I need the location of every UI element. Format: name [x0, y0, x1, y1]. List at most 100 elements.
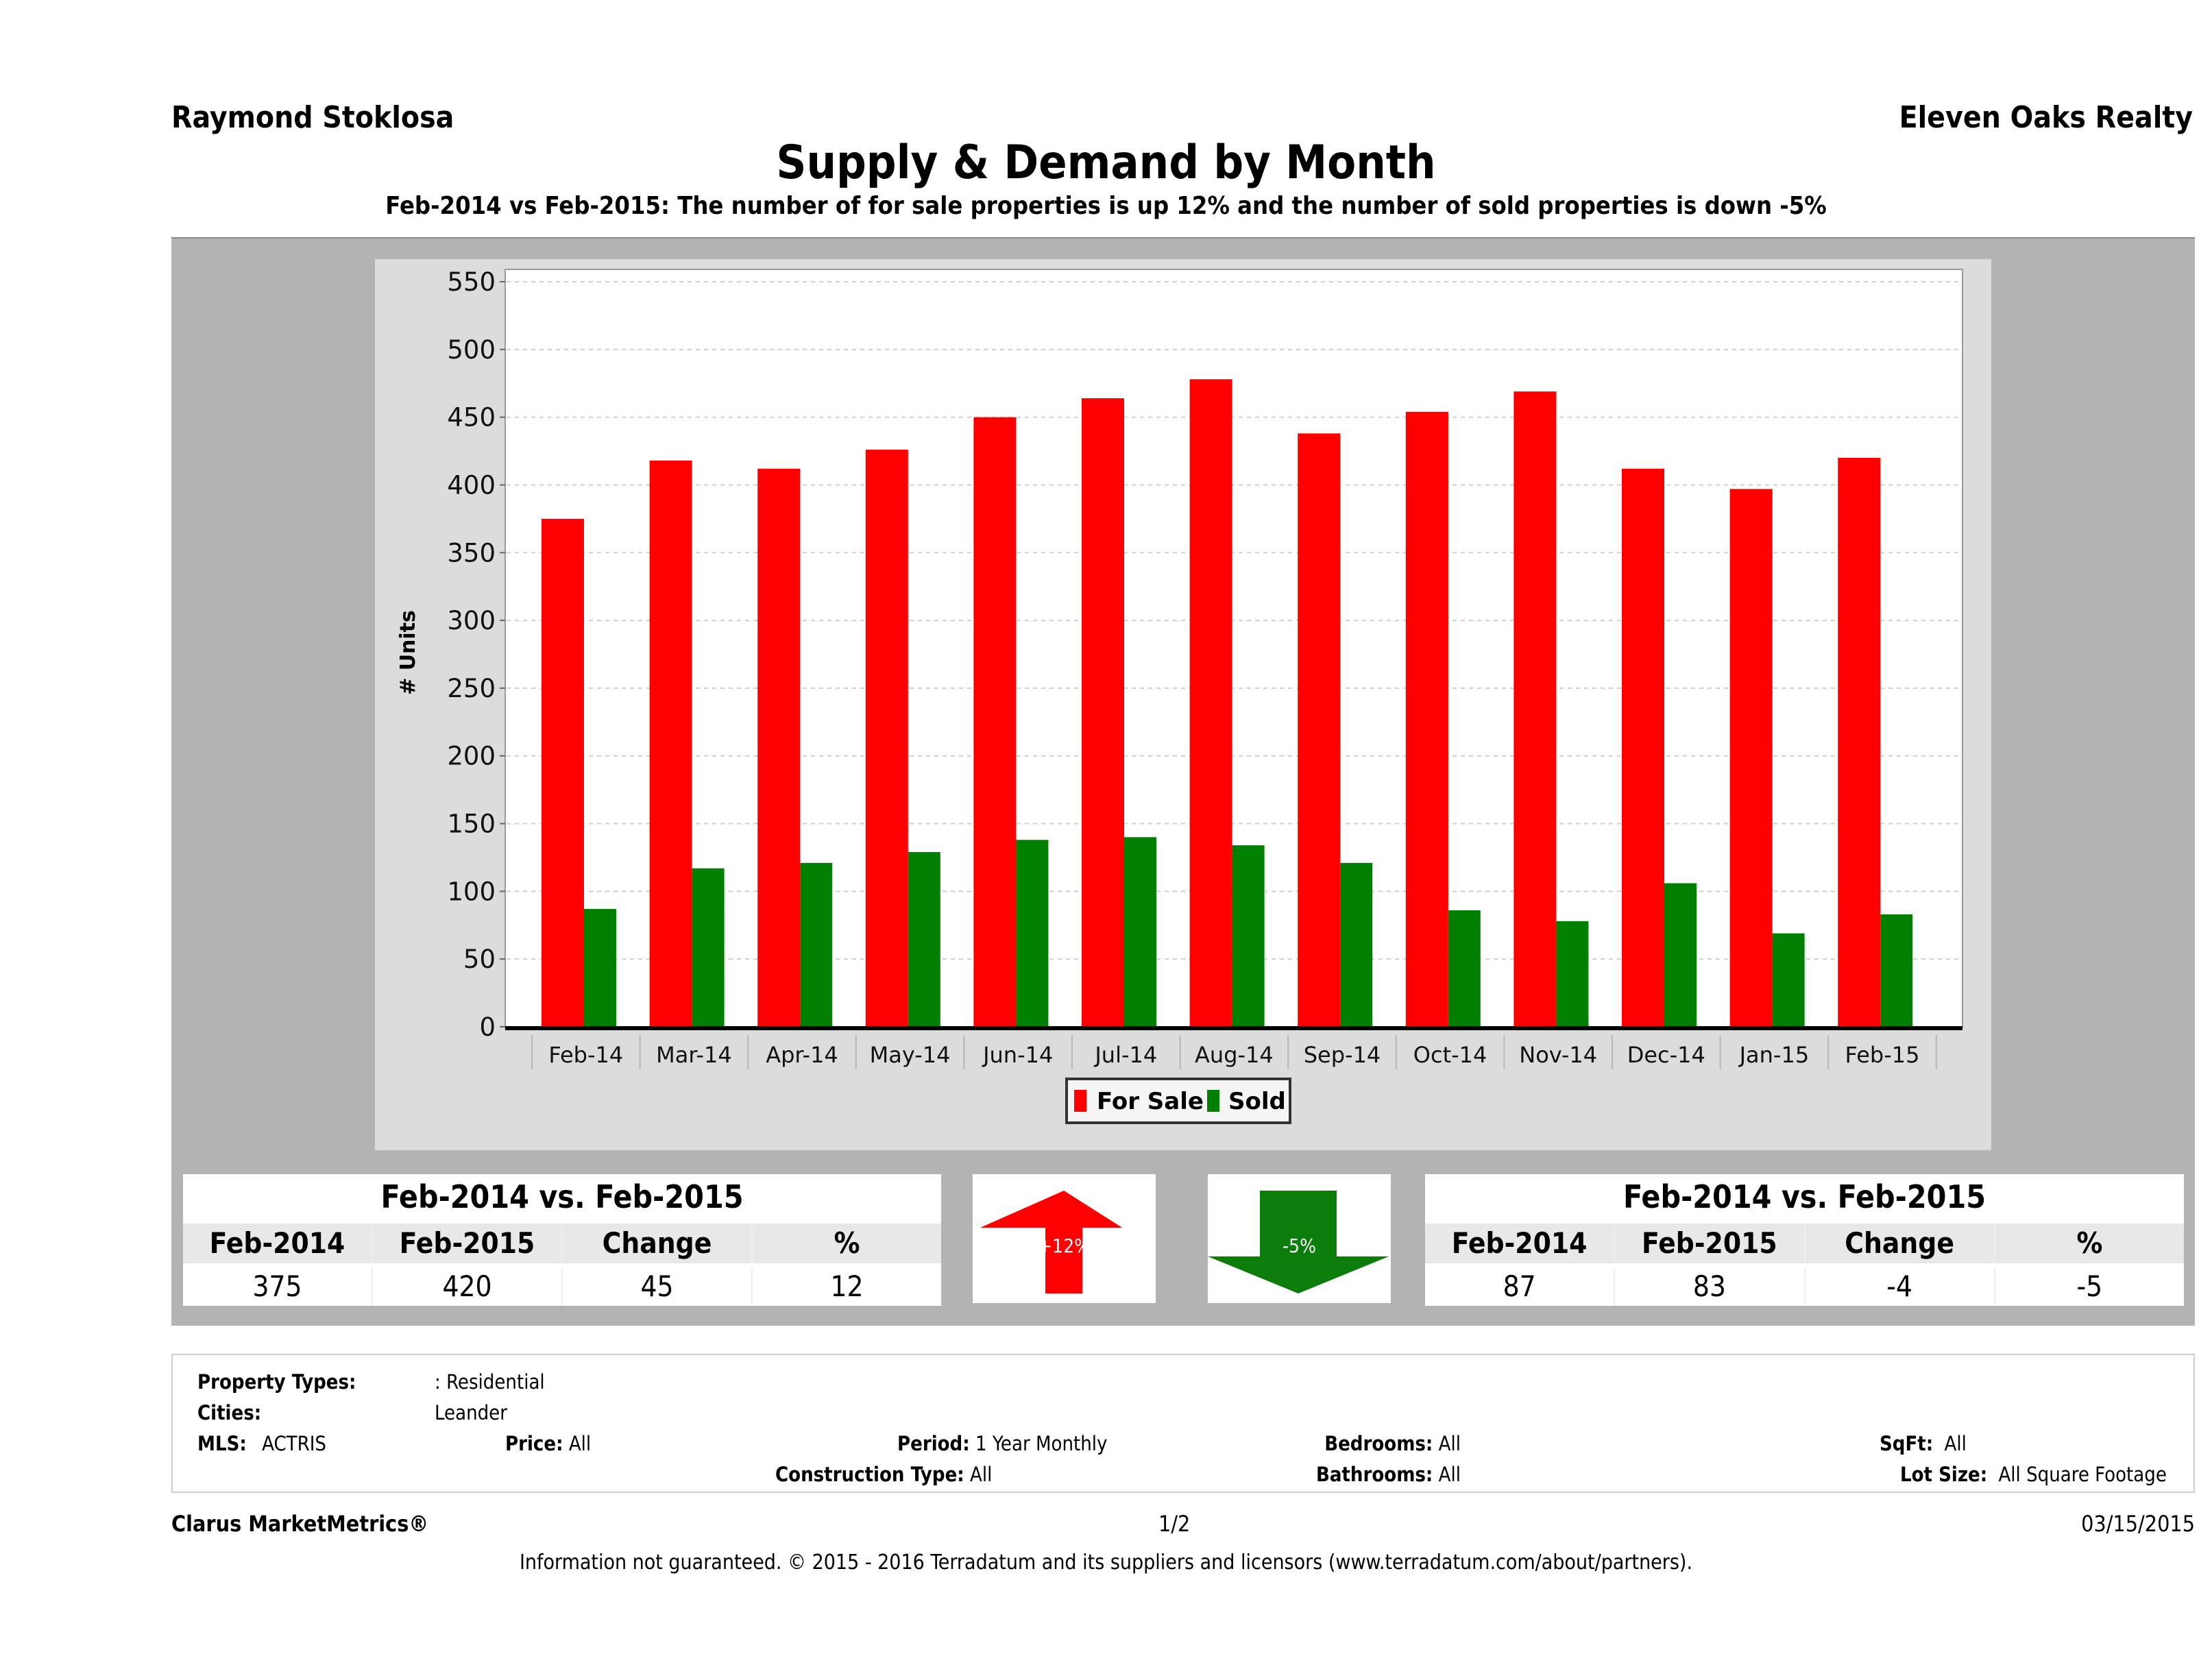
bar-for-sale [1514, 391, 1557, 1027]
footer-brand: Clarus MarketMetrics® [171, 1511, 429, 1537]
sold-comparison-table: Feb-2014 vs. Feb-2015 Feb-2014 Feb-2015 … [1425, 1174, 2184, 1306]
value-cell: 87 [1425, 1267, 1616, 1306]
bar-sold [1556, 921, 1589, 1027]
disclaimer: Information not guaranteed. © 2015 - 201… [519, 1551, 1693, 1574]
bar-for-sale [1082, 398, 1124, 1027]
criteria-value: 1 Year Monthly [975, 1432, 1108, 1455]
y-tick-label: 250 [447, 674, 496, 703]
for-sale-comparison-values: 375 420 45 12 [183, 1267, 941, 1306]
value-cell: 375 [183, 1267, 373, 1306]
bar-for-sale [1729, 489, 1773, 1027]
criteria-value: All [1944, 1432, 1967, 1455]
x-tick-label: Feb-14 [548, 1042, 623, 1068]
x-tick-label: Dec-14 [1627, 1042, 1705, 1068]
bar-sold [1772, 933, 1805, 1027]
legend-box [1065, 1078, 1291, 1124]
bar-sold [1448, 910, 1481, 1027]
y-tick-label: 500 [447, 335, 496, 365]
criteria-price: Price: All [505, 1432, 591, 1455]
bar-sold [1340, 862, 1373, 1027]
legend-label-for-sale: For Sale [1097, 1088, 1204, 1115]
for-sale-comparison-header: Feb-2014 Feb-2015 Change % [183, 1224, 941, 1263]
legend-label-sold: Sold [1228, 1088, 1286, 1115]
bar-for-sale [973, 417, 1017, 1027]
sold-change-label: -5% [1282, 1235, 1317, 1257]
x-tick-label: Nov-14 [1519, 1042, 1597, 1068]
value-cell: 83 [1615, 1267, 1806, 1306]
x-tick-label: Apr-14 [766, 1042, 838, 1068]
x-axis-ticks: Feb-14 Mar-14 Apr-14 May-14 Jun-14 Jul-14 Aug-… [531, 1035, 1937, 1069]
criteria-mls: MLS: ACTRIS [197, 1432, 326, 1455]
criteria-value: : Residential [435, 1370, 545, 1394]
value-cell: -5 [2076, 1269, 2103, 1303]
criteria-value: All [1438, 1432, 1461, 1455]
sold-change-indicator: -5% [1208, 1174, 1391, 1303]
x-tick-label: Mar-14 [656, 1042, 732, 1068]
value-cell: -4 [1806, 1267, 1995, 1306]
legend-swatch-for-sale [1074, 1090, 1086, 1112]
sold-comparison-header: Feb-2014 Feb-2015 Change % [1425, 1224, 2184, 1263]
header-cell: % [2076, 1226, 2103, 1260]
bar-sold [908, 852, 940, 1027]
bar-chart: 0 50 100 150 200 250 300 350 400 450 500 550 Feb-14… [396, 267, 1963, 1124]
value-cell: 45 [563, 1267, 753, 1306]
header-cell: % [834, 1226, 860, 1260]
criteria-cities: Cities: [197, 1401, 261, 1424]
report-date: 03/15/2015 [2081, 1511, 2195, 1537]
bar-sold [692, 868, 725, 1027]
y-tick-label: 400 [447, 470, 496, 500]
arrow-up-icon [980, 1191, 1122, 1293]
x-tick-label: May-14 [870, 1042, 951, 1068]
y-tick-label: 200 [447, 742, 496, 771]
chart-subtitle: Feb-2014 vs Feb-2015: The number of for … [385, 192, 1827, 220]
y-tick-label: 350 [447, 538, 496, 568]
x-tick-label: Feb-15 [1845, 1042, 1920, 1068]
bar-for-sale [1838, 457, 1881, 1027]
criteria-label: Price: [505, 1432, 563, 1455]
criteria-label: Cities: [197, 1401, 262, 1424]
bar-sold [1016, 840, 1049, 1027]
header-cell: Feb-2015 [1615, 1224, 1806, 1263]
for-sale-comparison-table: Feb-2014 vs. Feb-2015 Feb-2014 Feb-2015 … [183, 1174, 941, 1306]
for-sale-change-label: +12% [1037, 1235, 1091, 1257]
brokerage-name: Eleven Oaks Realty [1899, 100, 2193, 135]
sold-comparison-title: Feb-2014 vs. Feb-2015 [1622, 1178, 1986, 1215]
bar-sold [1124, 837, 1156, 1027]
x-tick-label: Oct-14 [1413, 1042, 1487, 1068]
bar-for-sale [542, 518, 584, 1027]
criteria-label: SqFt: [1880, 1432, 1934, 1455]
criteria-value: Leander [435, 1401, 507, 1424]
bar-for-sale [1189, 379, 1232, 1027]
x-tick-label: Jul-14 [1093, 1042, 1157, 1068]
value-cell: 420 [373, 1267, 563, 1306]
y-tick-label: 550 [447, 267, 496, 297]
x-tick-label: Jun-14 [982, 1042, 1053, 1068]
criteria-label: Property Types: [197, 1370, 356, 1394]
y-tick-label: 50 [463, 945, 496, 974]
bar-for-sale [1622, 468, 1664, 1027]
bar-sold [800, 862, 833, 1027]
header-cell: Change [563, 1224, 753, 1263]
criteria-value: All [568, 1432, 592, 1455]
y-tick-label: 100 [447, 877, 496, 906]
y-axis-ticks: 0 50 100 150 200 250 300 350 400 450 500 550 [447, 267, 505, 1042]
x-tick-label: Sep-14 [1304, 1042, 1381, 1068]
x-tick-label: Aug-14 [1195, 1042, 1274, 1068]
header-cell: Feb-2014 [183, 1224, 373, 1263]
legend-swatch-sold [1207, 1090, 1219, 1112]
bar-sold [1880, 914, 1913, 1027]
y-axis-label: # Units [396, 610, 420, 695]
criteria-value: All [970, 1463, 993, 1486]
y-tick-label: 450 [447, 403, 496, 433]
criteria-label: Bedrooms: [1324, 1432, 1433, 1455]
bar-for-sale [1405, 411, 1448, 1027]
criteria-construction-type: Construction Type: All [775, 1463, 992, 1486]
criteria-label: Period: [897, 1432, 970, 1455]
sold-comparison-values: 87 83 -4 -5 [1425, 1267, 2184, 1306]
criteria-bedrooms: Bedrooms: All [1324, 1432, 1461, 1455]
criteria-property-types: Property Types: [197, 1370, 356, 1394]
criteria-label: Bathrooms: [1315, 1463, 1433, 1486]
criteria-value: All [1438, 1463, 1461, 1486]
value-cell: 12 [830, 1269, 864, 1303]
criteria-label: Lot Size: [1900, 1463, 1988, 1486]
